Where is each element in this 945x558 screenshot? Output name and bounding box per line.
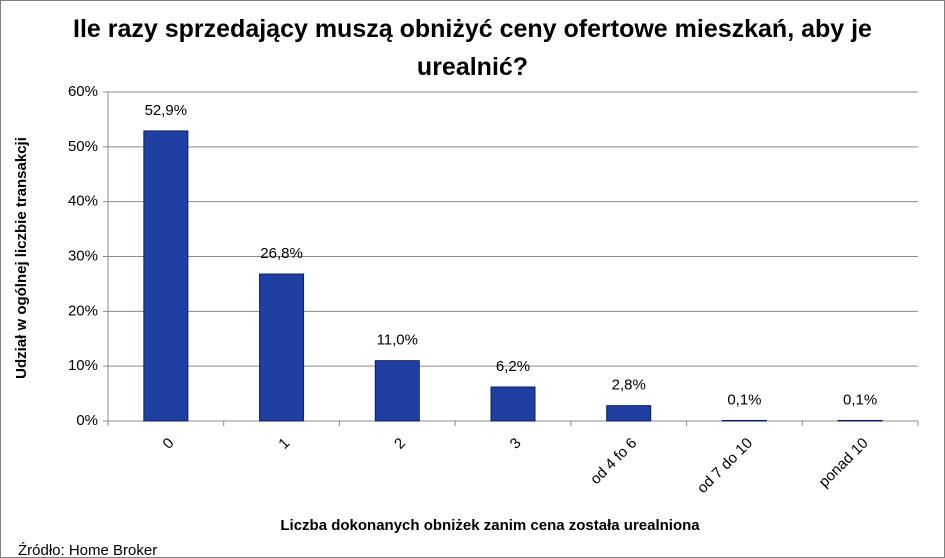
x-tick-label: ponad 10 xyxy=(816,435,872,491)
bar xyxy=(606,405,652,422)
x-tick-label: 3 xyxy=(507,435,525,453)
y-tick-label: 0% xyxy=(76,412,98,429)
value-label: 0,1% xyxy=(727,391,761,408)
bar xyxy=(490,386,536,422)
y-tick-label: 20% xyxy=(68,302,98,319)
x-tick-label: 2 xyxy=(391,435,409,453)
chart-title: Ile razy sprzedający muszą obniżyć ceny … xyxy=(73,15,872,81)
x-tick-label: od 7 do 10 xyxy=(694,435,756,497)
x-tick-label: 0 xyxy=(160,435,178,453)
x-axis-label: Liczba dokonanych obniżek zanim cena zos… xyxy=(280,517,700,534)
y-tick-label: 10% xyxy=(68,357,98,374)
value-label: 26,8% xyxy=(260,245,303,262)
y-axis-label: Udział w ogólnej liczbie transakcji xyxy=(13,137,30,379)
bar xyxy=(259,273,305,422)
y-tick-label: 40% xyxy=(68,193,98,210)
y-tick-label: 50% xyxy=(68,138,98,155)
source-note: Źródło: Home Broker xyxy=(18,542,157,558)
x-tick-label: 1 xyxy=(275,435,293,453)
bar xyxy=(374,360,420,422)
x-tick-label: od 4 fo 6 xyxy=(587,435,640,488)
value-label: 11,0% xyxy=(377,332,418,349)
bar xyxy=(143,130,189,422)
value-label: 6,2% xyxy=(496,358,530,375)
y-tick-label: 30% xyxy=(68,247,98,264)
value-label: 52,9% xyxy=(145,102,188,119)
value-label: 0,1% xyxy=(843,391,877,408)
y-tick-label: 60% xyxy=(68,83,98,100)
value-label: 2,8% xyxy=(612,377,646,394)
bar xyxy=(721,419,767,422)
bar xyxy=(837,419,883,422)
